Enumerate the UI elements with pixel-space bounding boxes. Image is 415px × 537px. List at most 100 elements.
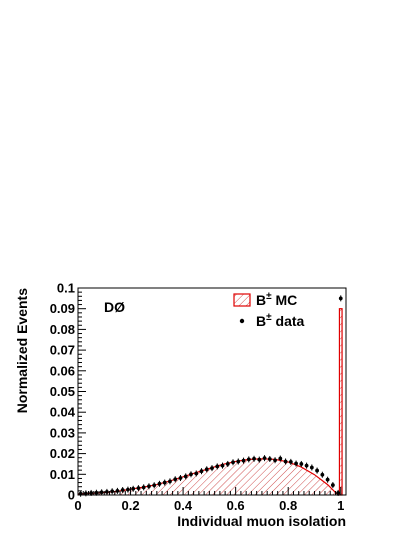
data-point-marker bbox=[309, 465, 314, 470]
data-point-marker bbox=[105, 489, 109, 494]
data-point-marker bbox=[157, 481, 162, 486]
data-point-marker bbox=[283, 459, 288, 464]
data-point bbox=[309, 464, 314, 471]
mc-last-bin bbox=[338, 308, 343, 496]
x-tick-label: 0.4 bbox=[174, 498, 193, 513]
data-point-marker bbox=[210, 466, 214, 470]
data-point bbox=[141, 484, 146, 491]
data-point bbox=[183, 473, 188, 480]
data-point bbox=[126, 486, 130, 493]
data-point-marker bbox=[120, 488, 125, 492]
plot-area bbox=[77, 295, 343, 497]
legend-mc-suffix: MC bbox=[272, 292, 298, 308]
x-tick-label: 0 bbox=[74, 498, 81, 513]
y-tick-label: 0 bbox=[68, 488, 75, 503]
data-point-marker bbox=[194, 471, 199, 476]
data-point-marker bbox=[273, 458, 277, 463]
axes: 0 0.01 0.02 0.03 0.04 0.05 0.06 0.07 0.08 0.09 0.1… bbox=[50, 281, 345, 514]
x-tick-label: 0.6 bbox=[227, 498, 245, 513]
data-point-marker bbox=[320, 472, 325, 477]
data-point-marker bbox=[225, 462, 230, 466]
data-point-marker bbox=[288, 459, 293, 464]
data-point bbox=[225, 460, 230, 467]
data-point-marker bbox=[257, 457, 262, 462]
data-point bbox=[241, 457, 246, 464]
data-point-marker bbox=[204, 467, 209, 472]
legend-mc-swatch bbox=[233, 293, 251, 307]
data-point bbox=[325, 476, 330, 483]
y-tick-label: 0.1 bbox=[57, 281, 75, 296]
y-tick-label: 0.08 bbox=[50, 322, 75, 337]
data-point bbox=[283, 458, 288, 465]
data-point-marker bbox=[304, 463, 309, 468]
data-point bbox=[236, 458, 241, 465]
data-point bbox=[189, 471, 193, 478]
data-point bbox=[136, 485, 141, 492]
data-point-marker bbox=[83, 491, 88, 496]
data-point bbox=[231, 459, 235, 466]
data-point-marker bbox=[220, 463, 225, 468]
data-point bbox=[99, 489, 104, 496]
y-tick-label: 0.07 bbox=[50, 343, 75, 358]
y-tick-label: 0.05 bbox=[50, 384, 75, 399]
y-tick-label: 0.06 bbox=[50, 363, 75, 378]
y-tick-label: 0.04 bbox=[50, 405, 76, 420]
legend-data-suffix: data bbox=[272, 313, 305, 329]
data-point-marker bbox=[152, 483, 157, 488]
data-point bbox=[152, 482, 157, 489]
data-point bbox=[278, 455, 283, 462]
data-point-marker bbox=[136, 486, 141, 491]
legend-data-marker bbox=[239, 318, 245, 324]
data-point-marker bbox=[241, 458, 246, 463]
data-point-marker bbox=[173, 477, 178, 482]
x-axis-title: Individual muon isolation bbox=[177, 513, 346, 529]
data-point-marker bbox=[94, 490, 99, 495]
data-point-marker bbox=[183, 474, 188, 479]
legend-mc-label-text: B bbox=[256, 292, 266, 308]
data-point bbox=[194, 470, 199, 477]
data-point bbox=[115, 487, 120, 494]
data-point-marker bbox=[325, 477, 330, 482]
legend-mc-label: B± MC bbox=[256, 291, 297, 308]
experiment-label: DØ bbox=[104, 299, 125, 315]
data-point bbox=[257, 456, 262, 463]
data-point-marker bbox=[99, 490, 104, 495]
data-point bbox=[173, 476, 178, 483]
x-tick-label: 0.2 bbox=[122, 498, 140, 513]
data-point bbox=[330, 482, 335, 489]
data-point bbox=[320, 471, 325, 478]
data-point bbox=[220, 462, 225, 469]
data-point bbox=[262, 455, 267, 462]
data-point-marker bbox=[252, 456, 256, 461]
data-point bbox=[120, 487, 125, 494]
data-point-marker bbox=[336, 491, 341, 495]
data-point-marker bbox=[168, 479, 172, 484]
data-point bbox=[246, 456, 251, 463]
y-tick-label: 0.02 bbox=[50, 446, 75, 461]
data-point-marker bbox=[278, 456, 283, 461]
data-point bbox=[288, 458, 293, 465]
data-point bbox=[78, 490, 83, 497]
data-point bbox=[215, 463, 220, 470]
data-point-marker bbox=[267, 457, 272, 461]
legend-data-superscript: ± bbox=[266, 312, 272, 323]
y-axis-title: Normalized Events bbox=[14, 288, 30, 413]
data-point-marker bbox=[338, 296, 343, 301]
data-point-marker bbox=[330, 483, 335, 487]
data-point-marker bbox=[147, 484, 151, 489]
data-point-marker bbox=[246, 457, 251, 462]
data-point-marker bbox=[126, 487, 130, 492]
data-point-marker bbox=[299, 462, 304, 466]
data-point bbox=[168, 478, 172, 485]
data-point-marker bbox=[178, 476, 183, 480]
legend-data-label: B± data bbox=[256, 312, 305, 329]
data-point bbox=[162, 479, 167, 486]
legend: B± MCB± data bbox=[233, 291, 305, 329]
data-point bbox=[157, 480, 162, 487]
x-tick-label: 1 bbox=[337, 498, 344, 513]
mc-fill bbox=[78, 458, 337, 495]
data-point bbox=[273, 457, 277, 464]
y-tick-label: 0.03 bbox=[50, 425, 75, 440]
x-tick-label: 0.8 bbox=[279, 498, 297, 513]
